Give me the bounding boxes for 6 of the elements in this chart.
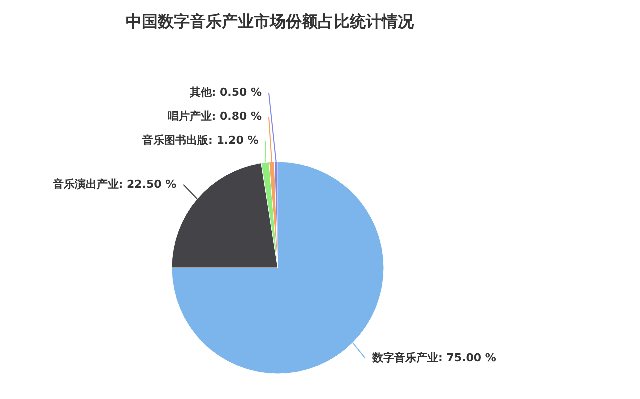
slice-label: 其他: 0.50 % bbox=[188, 86, 262, 99]
slice-label: 唱片产业: 0.80 % bbox=[168, 110, 262, 123]
slice-label: 音乐演出产业: 22.50 % bbox=[52, 178, 177, 191]
slice-label: 数字音乐产业: 75.00 % bbox=[372, 352, 496, 365]
slice-label: 音乐图书出版: 1.20 % bbox=[142, 134, 259, 147]
chart-title: 中国数字音乐产业市场份额占比统计情况 bbox=[126, 12, 415, 31]
